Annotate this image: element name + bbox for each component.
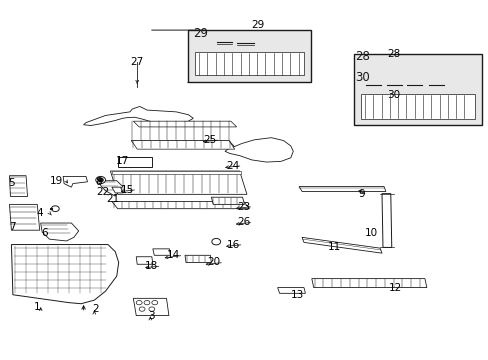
- Text: 30: 30: [354, 71, 369, 84]
- Polygon shape: [381, 194, 391, 247]
- Polygon shape: [9, 204, 40, 230]
- Text: 29: 29: [192, 27, 207, 40]
- Polygon shape: [112, 202, 249, 209]
- Polygon shape: [131, 140, 234, 147]
- Text: 22: 22: [96, 187, 109, 197]
- Polygon shape: [136, 257, 153, 264]
- Text: 17: 17: [116, 156, 129, 166]
- Polygon shape: [224, 138, 293, 162]
- Polygon shape: [98, 181, 122, 196]
- Polygon shape: [184, 255, 211, 262]
- Text: 21: 21: [106, 194, 119, 204]
- Circle shape: [152, 301, 158, 305]
- Text: 8: 8: [95, 177, 102, 187]
- Text: 15: 15: [121, 185, 134, 195]
- Polygon shape: [83, 107, 193, 126]
- Text: 2: 2: [92, 304, 99, 314]
- Polygon shape: [9, 176, 27, 197]
- Text: 16: 16: [227, 239, 240, 249]
- Polygon shape: [131, 140, 234, 149]
- Text: 20: 20: [207, 257, 221, 267]
- Polygon shape: [112, 187, 122, 193]
- Text: 9: 9: [358, 189, 364, 199]
- Circle shape: [96, 176, 105, 184]
- Bar: [353, 54, 482, 126]
- Polygon shape: [133, 298, 168, 316]
- Polygon shape: [133, 121, 236, 127]
- Text: 10: 10: [364, 228, 377, 238]
- Polygon shape: [63, 176, 87, 187]
- Text: 11: 11: [327, 242, 341, 252]
- Bar: [187, 30, 310, 82]
- Text: 13: 13: [290, 290, 303, 300]
- Text: 6: 6: [41, 228, 48, 238]
- Polygon shape: [153, 249, 170, 255]
- Circle shape: [211, 238, 220, 245]
- Polygon shape: [112, 171, 240, 174]
- Polygon shape: [41, 223, 79, 241]
- Text: 26: 26: [236, 217, 250, 227]
- Circle shape: [51, 206, 59, 212]
- Text: 4: 4: [36, 208, 43, 218]
- Text: 29: 29: [251, 20, 264, 30]
- Text: 5: 5: [8, 178, 15, 188]
- Polygon shape: [299, 186, 385, 192]
- Text: 12: 12: [388, 283, 402, 293]
- Text: 28: 28: [386, 49, 400, 59]
- Text: 23: 23: [236, 202, 250, 212]
- Polygon shape: [302, 237, 381, 253]
- Polygon shape: [11, 244, 119, 304]
- Polygon shape: [110, 171, 246, 194]
- Polygon shape: [360, 94, 474, 119]
- Polygon shape: [311, 279, 426, 288]
- Text: 30: 30: [386, 90, 400, 100]
- Polygon shape: [211, 197, 244, 204]
- Circle shape: [139, 307, 145, 311]
- Text: 1: 1: [34, 302, 41, 312]
- Circle shape: [149, 307, 155, 311]
- Text: 28: 28: [354, 50, 369, 63]
- Text: 27: 27: [130, 57, 143, 67]
- Polygon shape: [195, 52, 303, 75]
- Text: 7: 7: [10, 222, 16, 231]
- Bar: [118, 157, 152, 167]
- Text: 14: 14: [167, 250, 180, 260]
- Text: 19: 19: [50, 176, 63, 186]
- Circle shape: [136, 301, 142, 305]
- Circle shape: [144, 301, 150, 305]
- Text: 24: 24: [226, 161, 239, 171]
- Text: 25: 25: [203, 135, 217, 145]
- Polygon shape: [277, 288, 305, 293]
- Text: 18: 18: [145, 261, 158, 271]
- Text: 3: 3: [148, 311, 155, 321]
- Circle shape: [98, 178, 103, 182]
